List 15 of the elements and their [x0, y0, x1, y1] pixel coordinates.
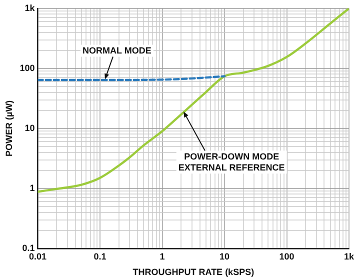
y-tick-label: 0.1 — [22, 242, 35, 253]
y-tick-label: 1 — [30, 182, 35, 193]
y-tick-label: 10 — [24, 122, 35, 133]
y-tick-label: 1k — [24, 2, 36, 13]
annotation: NORMAL MODE — [82, 46, 152, 56]
x-axis-title: THROUGHPUT RATE (kSPS) — [132, 267, 254, 278]
x-tick-label: 10 — [220, 251, 230, 262]
x-tick-label: 0.1 — [94, 251, 106, 262]
y-axis-title: POWER (µW) — [4, 100, 14, 156]
x-tick-label: 0.01 — [29, 251, 47, 262]
x-tick-label: 100 — [279, 251, 294, 262]
annotation: POWER-DOWN MODE EXTERNAL REFERENCE — [178, 152, 285, 173]
x-tick-label: 1k — [344, 251, 355, 262]
x-tick-label: 1 — [160, 251, 165, 262]
y-tick-label: 100 — [20, 62, 35, 73]
